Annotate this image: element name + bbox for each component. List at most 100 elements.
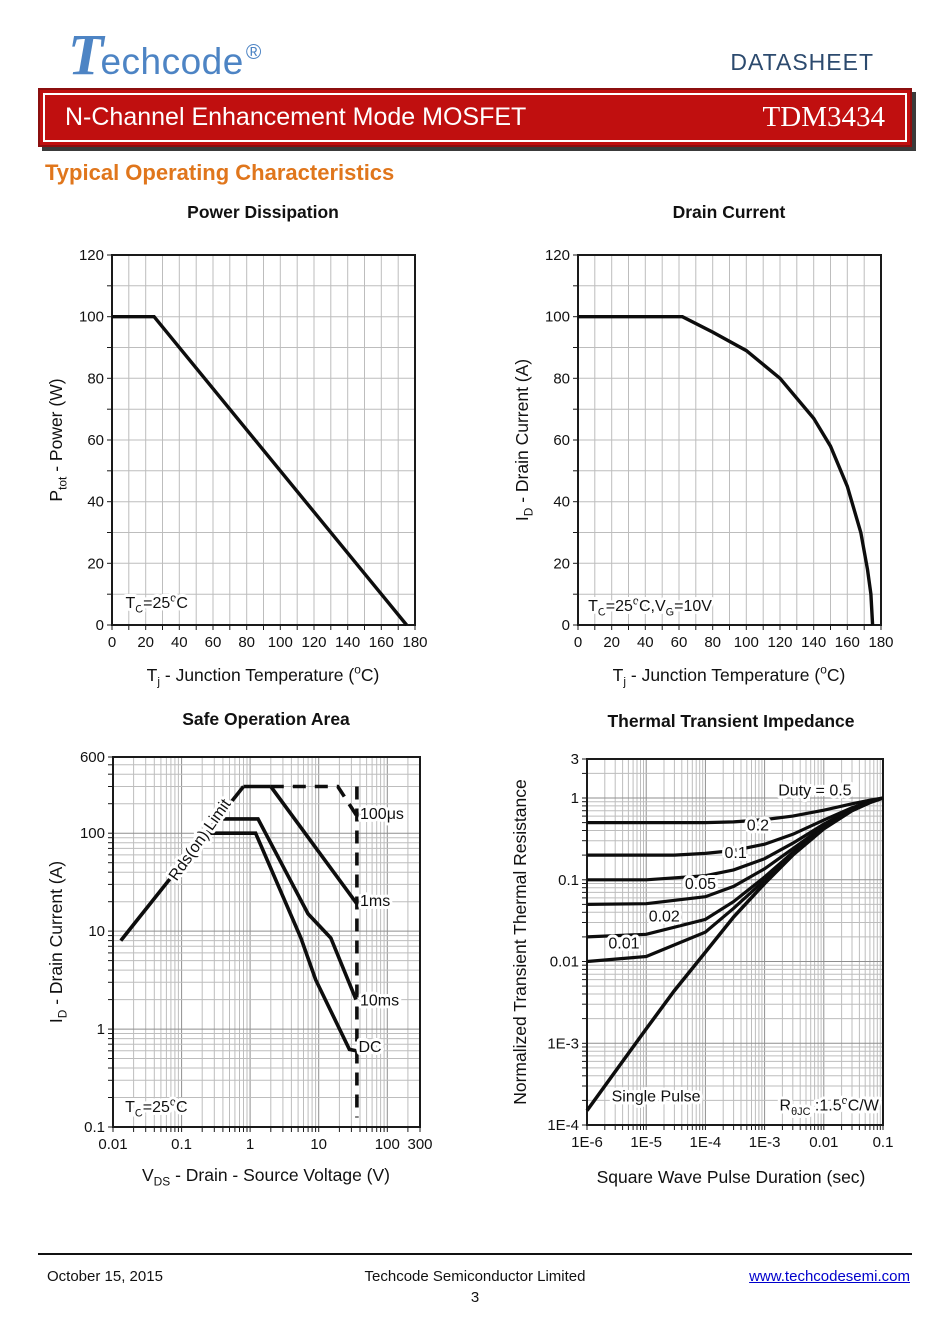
- footer-company: Techcode Semiconductor Limited: [364, 1268, 586, 1285]
- curve-single-pulse: [585, 796, 884, 1112]
- svg-text:60: 60: [205, 634, 222, 651]
- svg-text:300: 300: [407, 1136, 432, 1153]
- svg-text:1E-4: 1E-4: [690, 1134, 722, 1151]
- tick-labels: 0 20 40 60 80 100 120 140 160 180 0 20 40 60 80 100 120: [545, 247, 894, 651]
- footer-divider: [38, 1253, 912, 1255]
- svg-text:100: 100: [734, 634, 759, 651]
- annotation: 0.2: [747, 818, 769, 835]
- svg-text:120: 120: [301, 634, 326, 651]
- svg-text:120: 120: [545, 247, 570, 264]
- banner-part-number: TDM3434: [762, 101, 885, 133]
- svg-text:0.1: 0.1: [84, 1119, 105, 1136]
- svg-text:0: 0: [562, 617, 570, 634]
- part-banner-inner: N-Channel Enhancement Mode MOSFET TDM343…: [43, 93, 907, 142]
- svg-text:0: 0: [574, 634, 582, 651]
- plot-border: [112, 756, 421, 1128]
- chart-title: Thermal Transient Impedance: [607, 711, 854, 731]
- svg-text:100: 100: [375, 1136, 400, 1153]
- y-axis-label: ID - Drain Current (A): [46, 861, 70, 1023]
- curve-10ms-pulse: [218, 817, 358, 1001]
- annotation: 0.1: [725, 845, 747, 862]
- svg-text:120: 120: [767, 634, 792, 651]
- annotation: 100μs: [360, 806, 404, 823]
- tick-labels: 0 20 40 60 80 100 120 140 160 180 0 20 40 60 80 100 120: [79, 247, 428, 651]
- datasheet-label: DATASHEET: [730, 49, 874, 75]
- y-axis-label: Normalized Transient Thermal Resistance: [510, 779, 530, 1105]
- chart-title: Power Dissipation: [187, 202, 339, 222]
- svg-text:160: 160: [835, 634, 860, 651]
- footer-website-link[interactable]: www.techcodesemi.com: [749, 1268, 910, 1285]
- y-axis-label: ID - Drain Current (A): [512, 359, 536, 521]
- annotation: 0.02: [649, 908, 680, 925]
- footer-date: October 15, 2015: [47, 1268, 163, 1285]
- svg-text:0.01: 0.01: [809, 1134, 838, 1151]
- svg-text:140: 140: [335, 634, 360, 651]
- svg-text:10: 10: [88, 923, 105, 940]
- tick-labels: 1E-6 1E-5 1E-4 1E-3 0.01 0.1 3 1 0.1 0.01 1E-3 1E-4: [547, 751, 893, 1151]
- footer-page-number: 3: [470, 1289, 480, 1306]
- svg-text:0.01: 0.01: [98, 1136, 127, 1153]
- annotation: 10ms: [360, 992, 399, 1009]
- svg-text:1E-6: 1E-6: [571, 1134, 603, 1151]
- annotation: DC: [359, 1039, 382, 1056]
- svg-text:20: 20: [137, 634, 154, 651]
- curve-100us-pulse: [270, 784, 359, 817]
- grid: [586, 758, 884, 1126]
- svg-text:100: 100: [79, 309, 104, 326]
- svg-text:0.1: 0.1: [171, 1136, 192, 1153]
- annotation: TC=25oC,VG=10V: [588, 595, 712, 618]
- svg-text:3: 3: [571, 751, 579, 768]
- section-title: Typical Operating Characteristics: [45, 160, 395, 185]
- grid: [111, 254, 416, 626]
- chart-title: Safe Operation Area: [182, 709, 350, 729]
- svg-text:20: 20: [87, 555, 104, 572]
- plot-border: [586, 758, 884, 1126]
- svg-text:0: 0: [108, 634, 116, 651]
- svg-text:1: 1: [97, 1021, 105, 1038]
- svg-text:0.1: 0.1: [873, 1134, 894, 1151]
- banner-device-title: N-Channel Enhancement Mode MOSFET: [65, 103, 527, 131]
- annotation: TC=25oC: [126, 592, 188, 615]
- annotation: 0.05: [685, 876, 716, 893]
- x-axis-label: VDS - Drain - Source Voltage (V): [142, 1165, 390, 1189]
- curve-1ms-pulse: [269, 785, 359, 905]
- logo-text: echcode: [100, 41, 244, 82]
- svg-text:100: 100: [268, 634, 293, 651]
- annotation: 0.01: [608, 935, 639, 952]
- svg-text:160: 160: [369, 634, 394, 651]
- svg-text:60: 60: [553, 432, 570, 449]
- svg-text:180: 180: [868, 634, 893, 651]
- svg-text:60: 60: [671, 634, 688, 651]
- svg-text:0.1: 0.1: [558, 872, 579, 889]
- svg-text:40: 40: [553, 494, 570, 511]
- curve-power-derating: [112, 314, 408, 627]
- axis-ticks: [573, 254, 882, 630]
- annotation: TC=25oC: [125, 1096, 187, 1119]
- svg-text:1E-3: 1E-3: [547, 1035, 579, 1052]
- curve-current-derating: [578, 314, 875, 626]
- svg-text:140: 140: [801, 634, 826, 651]
- x-axis-label: Tj - Junction Temperature (oC): [613, 663, 846, 689]
- curve-rds-on-limit: [119, 785, 245, 942]
- svg-text:1E-5: 1E-5: [630, 1134, 662, 1151]
- svg-text:180: 180: [402, 634, 427, 651]
- y-axis-label: Ptot - Power (W): [46, 378, 70, 501]
- x-axis-label: Square Wave Pulse Duration (sec): [597, 1167, 866, 1187]
- curves: [585, 796, 884, 1112]
- svg-text:80: 80: [704, 634, 721, 651]
- curves: [112, 314, 408, 627]
- svg-text:80: 80: [553, 370, 570, 387]
- svg-text:40: 40: [637, 634, 654, 651]
- svg-text:600: 600: [80, 749, 105, 766]
- svg-text:1: 1: [246, 1136, 254, 1153]
- plot-annotations: TC=25oC: [123, 589, 191, 618]
- svg-text:80: 80: [238, 634, 255, 651]
- svg-text:1E-3: 1E-3: [749, 1134, 781, 1151]
- curve-dc-limit: [206, 831, 357, 1053]
- plot-border: [111, 254, 416, 626]
- techcode-logo: T echcode ®: [68, 26, 261, 84]
- registered-mark-icon: ®: [245, 41, 262, 64]
- annotation: Duty = 0.5: [778, 782, 851, 799]
- svg-text:40: 40: [87, 494, 104, 511]
